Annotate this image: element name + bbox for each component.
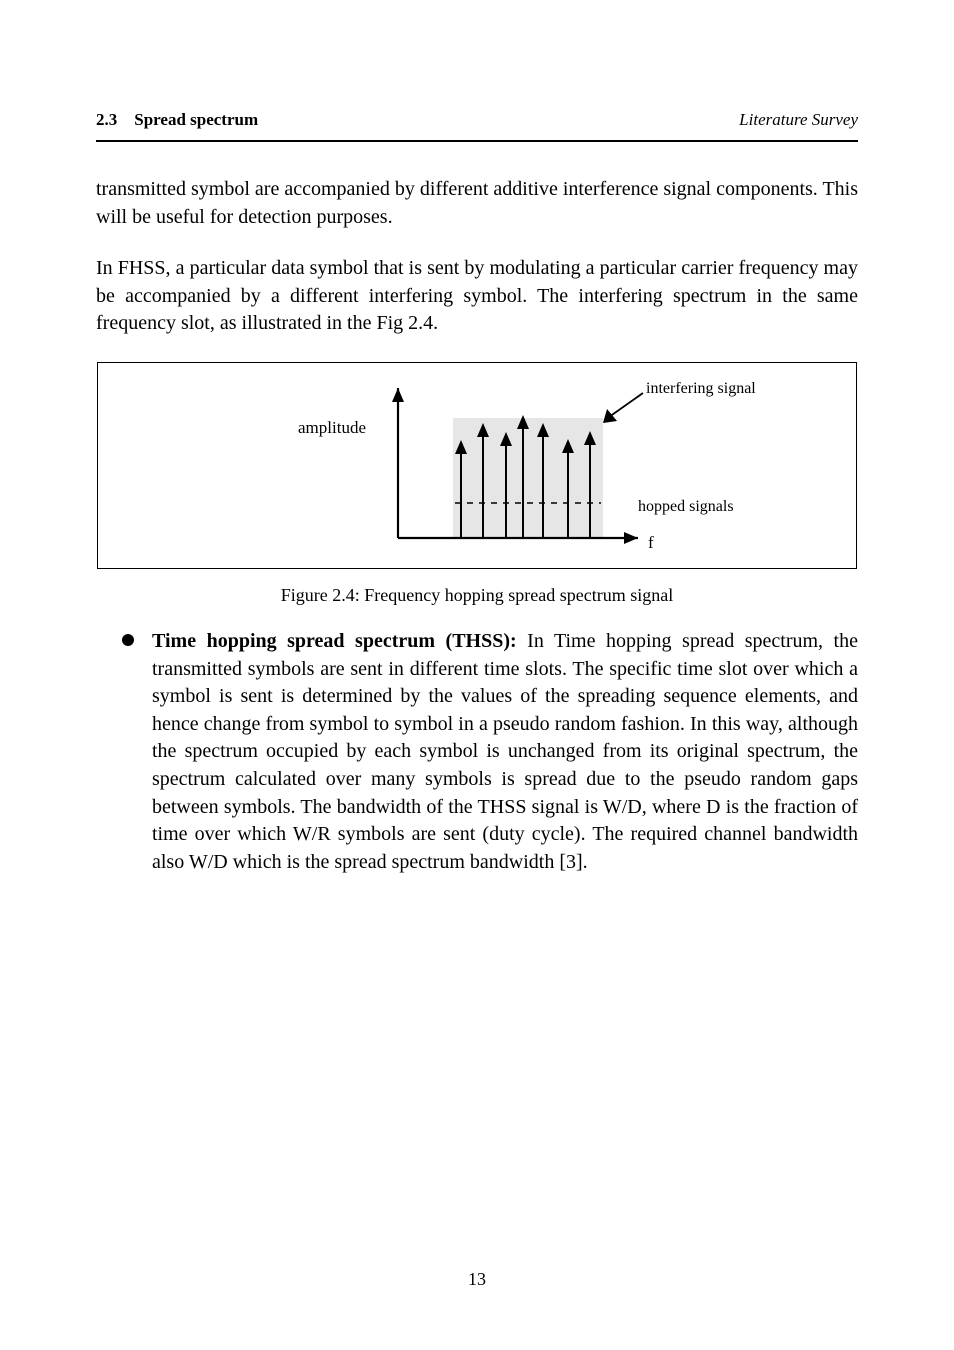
svg-text:hopped signals: hopped signals xyxy=(638,498,734,515)
figure-caption: Figure 2.4: Frequency hopping spread spe… xyxy=(96,585,858,606)
svg-text:interfering signal: interfering signal xyxy=(646,380,756,397)
page-number: 13 xyxy=(0,1269,954,1290)
header-right: Literature Survey xyxy=(739,110,858,130)
page: 2.3 Spread spectrum Literature Survey tr… xyxy=(0,0,954,1350)
svg-text:amplitude: amplitude xyxy=(298,418,366,437)
section-title: Spread spectrum xyxy=(134,110,258,129)
body-text: transmitted symbol are accompanied by di… xyxy=(96,176,858,338)
paragraph-2: In FHSS, a particular data symbol that i… xyxy=(96,255,858,338)
bullet-heading: Time hopping spread spectrum (THSS): xyxy=(152,630,517,652)
paragraph-1: transmitted symbol are accompanied by di… xyxy=(96,176,858,231)
bullet-icon xyxy=(122,634,134,646)
bullet-body: In Time hopping spread spectrum, the tra… xyxy=(152,630,858,873)
bullet-text: Time hopping spread spectrum (THSS): In … xyxy=(152,628,858,876)
section-number: 2.3 xyxy=(96,110,117,129)
svg-text:f: f xyxy=(648,533,654,552)
figure-frame: amplitude f interfering signal hopped signa… xyxy=(97,362,857,569)
header-left: 2.3 Spread spectrum xyxy=(96,110,258,130)
figure-svg: amplitude f interfering signal hopped signa… xyxy=(98,363,856,568)
bullet-item: Time hopping spread spectrum (THSS): In … xyxy=(96,628,858,876)
section-header: 2.3 Spread spectrum Literature Survey xyxy=(96,110,858,142)
